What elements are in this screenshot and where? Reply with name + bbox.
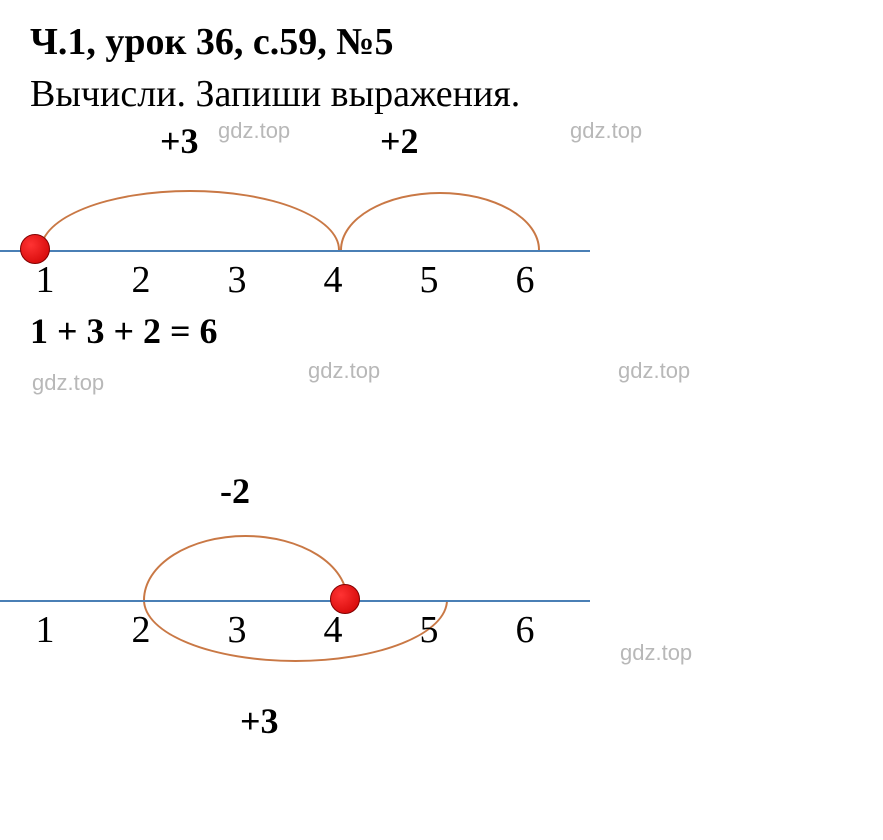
tick-3: 3 bbox=[222, 258, 252, 302]
tick-6: 6 bbox=[510, 608, 540, 652]
watermark: gdz.top bbox=[620, 640, 692, 666]
tick-5: 5 bbox=[414, 608, 444, 652]
arc-4-to-6 bbox=[340, 192, 540, 250]
tick-5: 5 bbox=[414, 258, 444, 302]
watermark: gdz.top bbox=[618, 358, 690, 384]
tick-4: 4 bbox=[318, 258, 348, 302]
arc-1-to-4 bbox=[40, 190, 340, 250]
line-base-icon bbox=[0, 600, 590, 602]
line-base-icon bbox=[0, 250, 590, 252]
page-title: Ч.1, урок 36, с.59, №5 bbox=[30, 20, 853, 64]
tick-6: 6 bbox=[510, 258, 540, 302]
op-plus2-top: +2 bbox=[380, 120, 419, 162]
number-line-2: 1 2 3 4 5 6 bbox=[30, 570, 590, 640]
tick-numbers-2: 1 2 3 4 5 6 bbox=[30, 608, 540, 652]
tick-1: 1 bbox=[30, 608, 60, 652]
watermark: gdz.top bbox=[570, 118, 642, 144]
op-plus3-bottom: +3 bbox=[240, 700, 279, 742]
number-line-1: 1 2 3 4 5 6 bbox=[30, 220, 590, 290]
tick-1: 1 bbox=[30, 258, 60, 302]
tick-numbers-1: 1 2 3 4 5 6 bbox=[30, 258, 540, 302]
arc-4-to-2 bbox=[143, 535, 348, 600]
watermark: gdz.top bbox=[32, 370, 104, 396]
tick-2: 2 bbox=[126, 258, 156, 302]
watermark: gdz.top bbox=[218, 118, 290, 144]
page-subtitle: Вычисли. Запиши выражения. bbox=[30, 72, 853, 116]
tick-2: 2 bbox=[126, 608, 156, 652]
op-minus2: -2 bbox=[220, 470, 250, 512]
watermark: gdz.top bbox=[308, 358, 380, 384]
op-plus3-top: +3 bbox=[160, 120, 199, 162]
tick-3: 3 bbox=[222, 608, 252, 652]
equation-result: 1 + 3 + 2 = 6 bbox=[30, 310, 218, 352]
tick-4: 4 bbox=[318, 608, 348, 652]
